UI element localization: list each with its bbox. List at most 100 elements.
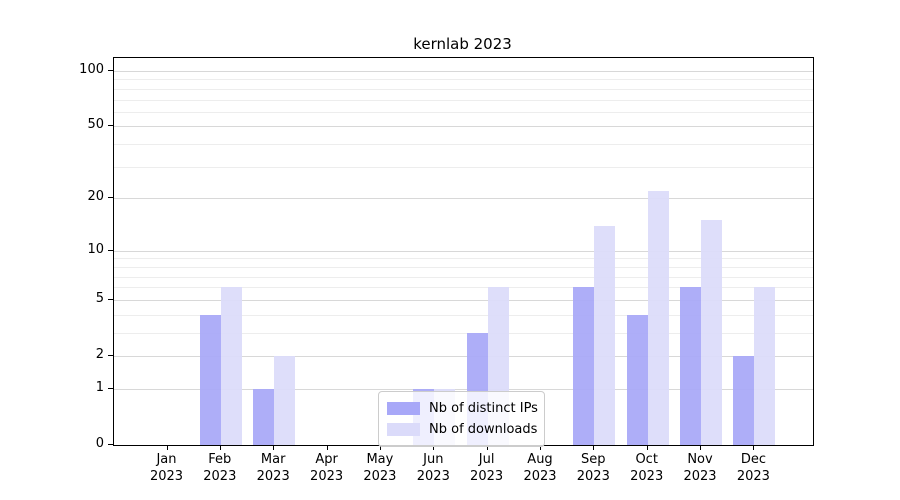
xtick-year: 2023 bbox=[416, 469, 450, 484]
xtick-mark-sep bbox=[593, 445, 595, 450]
xtick-label-jun: Jun 2023 bbox=[403, 451, 463, 485]
bar-ips-sep bbox=[573, 287, 595, 445]
gridline-minor-30 bbox=[114, 166, 813, 168]
gridline-minor-70 bbox=[114, 99, 813, 101]
xtick-label-nov: Nov 2023 bbox=[670, 451, 730, 485]
ytick-mark-1 bbox=[108, 387, 113, 389]
xtick-month: Nov bbox=[687, 452, 713, 467]
ytick-mark-100 bbox=[108, 70, 113, 71]
xtick-label-dec: Dec 2023 bbox=[723, 451, 783, 485]
xtick-month: Feb bbox=[208, 452, 232, 467]
bar-downloads-mar bbox=[274, 356, 296, 445]
ytick-label-1: 1 bbox=[95, 379, 104, 395]
xtick-month: Jan bbox=[156, 452, 177, 467]
xtick-mark-feb bbox=[219, 445, 221, 450]
gridline-minor-4 bbox=[114, 314, 813, 316]
gridline-minor-40 bbox=[114, 144, 813, 146]
xtick-month: Jun bbox=[423, 452, 444, 467]
xtick-label-feb: Feb 2023 bbox=[190, 451, 250, 485]
gridline-minor-7 bbox=[114, 276, 813, 278]
xtick-mark-mar bbox=[273, 445, 275, 450]
gridline-minor-3 bbox=[114, 332, 813, 334]
gridline-minor-80 bbox=[114, 88, 813, 90]
ytick-label-100: 100 bbox=[79, 62, 104, 77]
xtick-mark-jul bbox=[486, 445, 488, 450]
bar-downloads-oct bbox=[647, 190, 669, 445]
xtick-mark-may bbox=[379, 445, 381, 450]
xtick-month: Aug bbox=[527, 452, 553, 467]
ytick-label-20: 20 bbox=[87, 189, 104, 205]
gridline-minor-60 bbox=[114, 111, 813, 113]
gridline-minor-6 bbox=[114, 287, 813, 289]
legend-label-downloads: Nb of downloads bbox=[429, 422, 538, 437]
xtick-mark-jun bbox=[433, 445, 435, 450]
xtick-year: 2023 bbox=[256, 469, 290, 484]
bar-ips-mar bbox=[253, 388, 275, 445]
ytick-label-50: 50 bbox=[87, 117, 104, 133]
bar-ips-dec bbox=[733, 356, 755, 445]
xtick-label-may: May 2023 bbox=[350, 451, 410, 485]
xtick-label-mar: Mar 2023 bbox=[243, 451, 303, 485]
gridline-minor-8 bbox=[114, 266, 813, 268]
ytick-label-0: 0 bbox=[95, 436, 104, 451]
xtick-year: 2023 bbox=[470, 469, 504, 484]
xtick-year: 2023 bbox=[149, 469, 184, 484]
gridline-major-1 bbox=[114, 388, 813, 390]
bar-downloads-dec bbox=[754, 287, 776, 445]
xtick-year: 2023 bbox=[310, 469, 344, 484]
xtick-month: Dec bbox=[740, 452, 766, 467]
xtick-label-sep: Sep 2023 bbox=[563, 451, 623, 485]
xtick-mark-oct bbox=[646, 445, 648, 450]
xtick-mark-dec bbox=[753, 445, 755, 450]
xtick-month: Jul bbox=[478, 452, 495, 467]
xtick-year: 2023 bbox=[576, 469, 610, 484]
xtick-month: Apr bbox=[315, 452, 338, 467]
legend: Nb of distinct IPs Nb of downloads bbox=[378, 391, 545, 447]
xtick-label-jan: Jan 2023 bbox=[137, 451, 197, 485]
xtick-mark-nov bbox=[700, 445, 701, 450]
gridline-major-100 bbox=[114, 71, 813, 72]
xtick-mark-jan bbox=[166, 445, 168, 450]
xtick-year: 2023 bbox=[523, 469, 557, 484]
ytick-mark-10 bbox=[108, 249, 113, 251]
xtick-month: Sep bbox=[581, 452, 606, 467]
legend-label-distinct-ips: Nb of distinct IPs bbox=[429, 401, 538, 416]
gridline-major-50 bbox=[114, 126, 813, 128]
xtick-mark-apr bbox=[326, 445, 328, 450]
bar-ips-nov bbox=[680, 287, 701, 445]
xtick-month: Mar bbox=[260, 452, 286, 467]
legend-swatch-downloads bbox=[387, 423, 420, 436]
bar-downloads-sep bbox=[594, 225, 616, 445]
bar-ips-oct bbox=[626, 314, 648, 445]
xtick-year: 2023 bbox=[363, 469, 397, 484]
gridline-major-2 bbox=[114, 356, 813, 357]
xtick-year: 2023 bbox=[203, 469, 237, 484]
bar-ips-feb bbox=[199, 314, 221, 445]
xtick-month: Oct bbox=[635, 452, 658, 467]
xtick-year: 2023 bbox=[683, 469, 717, 484]
ytick-label-5: 5 bbox=[95, 290, 104, 306]
ytick-mark-2 bbox=[108, 355, 113, 356]
ytick-label-2: 2 bbox=[95, 347, 104, 362]
legend-swatch-distinct-ips bbox=[387, 402, 420, 415]
gridline-minor-90 bbox=[114, 79, 813, 81]
xtick-year: 2023 bbox=[630, 469, 664, 484]
xtick-month: May bbox=[366, 452, 394, 467]
ytick-mark-20 bbox=[108, 197, 113, 199]
gridline-major-10 bbox=[114, 250, 813, 252]
legend-row-distinct-ips: Nb of distinct IPs bbox=[387, 398, 538, 419]
ytick-mark-50 bbox=[108, 125, 113, 127]
chart-title: kernlab 2023 bbox=[413, 35, 512, 53]
xtick-label-jul: Jul 2023 bbox=[457, 451, 517, 485]
ytick-mark-5 bbox=[108, 298, 113, 300]
gridline-minor-9 bbox=[114, 258, 813, 260]
ytick-label-10: 10 bbox=[87, 241, 104, 257]
gridline-major-5 bbox=[114, 299, 813, 301]
legend-row-downloads: Nb of downloads bbox=[387, 419, 538, 440]
bar-downloads-nov bbox=[701, 220, 722, 445]
xtick-label-oct: Oct 2023 bbox=[617, 451, 677, 485]
xtick-label-apr: Apr 2023 bbox=[297, 451, 357, 485]
bar-downloads-feb bbox=[220, 287, 242, 445]
xtick-year: 2023 bbox=[736, 469, 770, 484]
